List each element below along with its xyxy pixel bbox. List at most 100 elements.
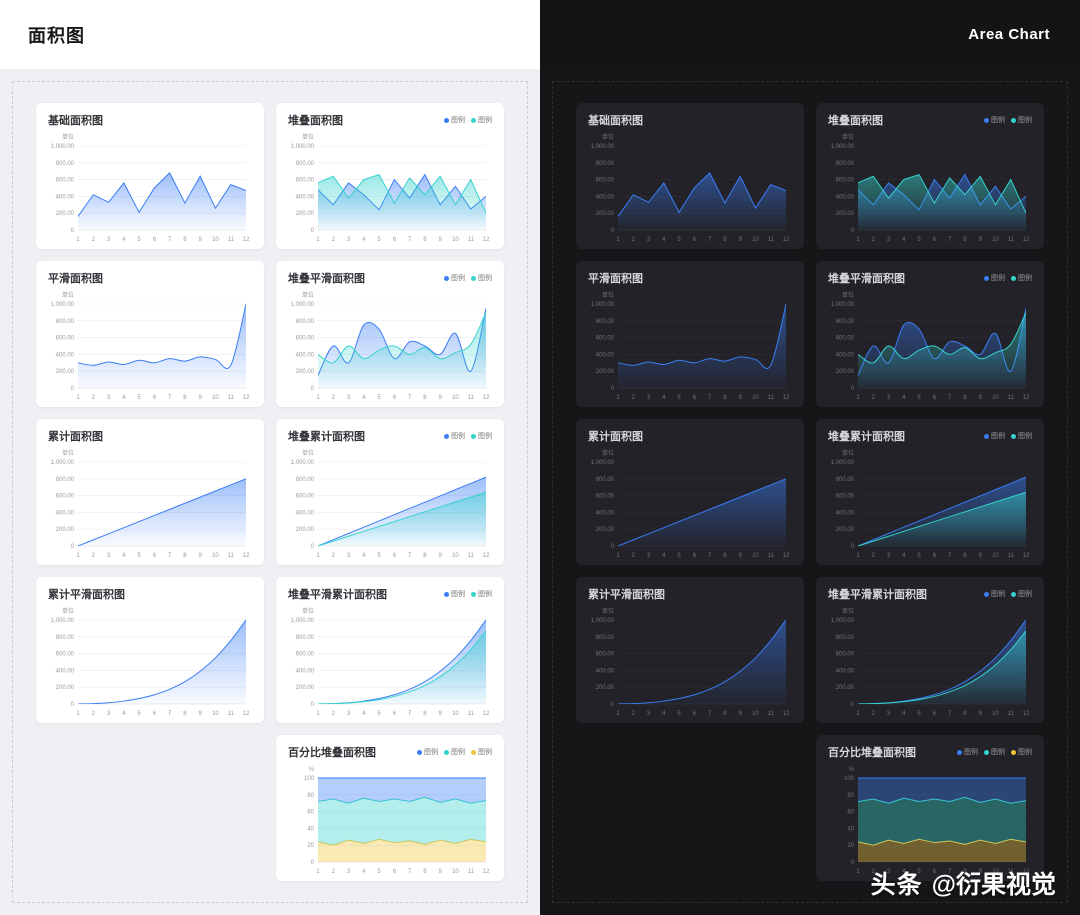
svg-text:0: 0 [851,860,855,866]
svg-text:9: 9 [979,711,983,717]
chart-card-header: 累计平滑面积图 [588,586,792,602]
legend-dot-icon [1011,433,1016,439]
svg-text:8: 8 [423,395,427,401]
svg-text:400.00: 400.00 [56,194,75,200]
svg-text:1: 1 [316,711,320,717]
svg-text:7: 7 [708,711,712,717]
svg-text:7: 7 [408,711,412,717]
svg-text:8: 8 [423,237,427,243]
svg-text:2: 2 [872,711,876,717]
svg-text:7: 7 [708,395,712,401]
svg-text:4: 4 [362,553,366,559]
svg-text:10: 10 [752,395,759,401]
chart-plot: % 100 80 60 40 20 0 1 2 3 4 5 6 7 8 9 10 11 12 [288,762,492,878]
svg-text:200.00: 200.00 [296,685,315,691]
svg-text:9: 9 [199,237,203,243]
svg-text:1,000.00: 1,000.00 [591,144,615,150]
svg-text:10: 10 [212,711,219,717]
svg-text:1: 1 [316,869,320,875]
svg-text:800.00: 800.00 [836,161,855,167]
svg-text:1: 1 [316,395,320,401]
svg-text:1: 1 [76,237,80,243]
svg-text:0: 0 [611,702,615,708]
svg-text:9: 9 [979,553,983,559]
svg-text:200.00: 200.00 [296,369,315,375]
legend-item: 图例 [1011,747,1032,757]
svg-text:9: 9 [199,711,203,717]
svg-text:1: 1 [316,237,320,243]
chart-card-header: 堆叠平滑面积图 图例 图例 [288,270,492,286]
svg-text:3: 3 [887,237,891,243]
chart-title: 平滑面积图 [588,273,643,285]
svg-text:800.00: 800.00 [596,161,615,167]
svg-text:1,000.00: 1,000.00 [591,302,615,308]
chart-plot: 单位 1,000.00 800.00 600.00 400.00 200.00 0 1 2 3 4 5… [588,288,792,404]
chart-card-header: 堆叠累计面积图 图例 图例 [288,428,492,444]
svg-text:5: 5 [677,711,681,717]
svg-text:8: 8 [423,869,427,875]
chart-title: 堆叠累计面积图 [828,431,905,443]
svg-text:800.00: 800.00 [296,635,315,641]
svg-text:5: 5 [377,237,381,243]
svg-text:1: 1 [856,553,860,559]
svg-text:12: 12 [243,237,250,243]
svg-text:4: 4 [902,395,906,401]
svg-text:800.00: 800.00 [596,635,615,641]
svg-text:1,000.00: 1,000.00 [831,618,855,624]
legend-label: 图例 [478,117,492,124]
svg-text:800.00: 800.00 [56,319,75,325]
chart-card-cumulative-smooth: 累计平滑面积图 单位 1,000.00 800.00 600.00 400.00 200.0… [576,577,804,723]
grid-light: 基础面积图 单位 1,000.00 800.00 600.00 400.00 200.00 0… [36,103,504,881]
legend-label: 图例 [1018,433,1032,440]
svg-text:1: 1 [856,237,860,243]
svg-text:12: 12 [483,711,490,717]
legend-item: 图例 [1011,589,1032,599]
svg-text:7: 7 [168,711,172,717]
chart-legend: 图例 图例 [984,431,1032,441]
chart-title: 堆叠累计面积图 [288,431,365,443]
panel-light: 基础面积图 单位 1,000.00 800.00 600.00 400.00 200.00 0… [0,69,540,915]
svg-text:600.00: 600.00 [836,178,855,184]
svg-text:60: 60 [847,810,854,816]
svg-text:200.00: 200.00 [836,369,855,375]
svg-text:3: 3 [107,237,111,243]
svg-text:0: 0 [851,386,855,392]
legend-dot-icon [471,275,476,281]
svg-text:单位: 单位 [62,607,74,615]
svg-text:2: 2 [92,553,96,559]
svg-text:2: 2 [92,237,96,243]
svg-text:3: 3 [647,553,651,559]
svg-text:11: 11 [228,711,235,717]
svg-text:2: 2 [632,553,636,559]
svg-text:5: 5 [137,553,141,559]
svg-text:10: 10 [212,553,219,559]
svg-text:3: 3 [347,237,351,243]
legend-label: 图例 [1018,275,1032,282]
svg-text:5: 5 [917,711,921,717]
chart-card-stacked: 堆叠面积图 图例 图例 单位 1,000.00 800.00 600.00 400.00 200… [276,103,504,249]
legend-label: 图例 [991,433,1005,440]
svg-text:200.00: 200.00 [836,211,855,217]
svg-text:单位: 单位 [602,449,614,457]
legend-dot-icon [444,749,449,755]
svg-text:1,000.00: 1,000.00 [51,460,75,466]
svg-text:1,000.00: 1,000.00 [51,144,75,150]
svg-text:8: 8 [963,711,967,717]
svg-text:3: 3 [107,553,111,559]
chart-legend: 图例 图例 [984,273,1032,283]
legend-item: 图例 [444,589,465,599]
svg-text:3: 3 [347,553,351,559]
chart-card-header: 百分比堆叠面积图 图例 图例 图例 [288,744,492,760]
svg-text:10: 10 [752,553,759,559]
watermark-handle: @衍果视觉 [931,871,1056,899]
chart-card-header: 堆叠面积图 图例 图例 [828,112,1032,128]
chart-card-percent-stacked: 百分比堆叠面积图 图例 图例 图例% 100 80 60 40 20 0 1 2 3 4 5 6 7 8 9 10 11… [816,735,1044,881]
legend-dot-icon [984,433,989,439]
svg-text:9: 9 [739,237,743,243]
legend-item: 图例 [471,431,492,441]
